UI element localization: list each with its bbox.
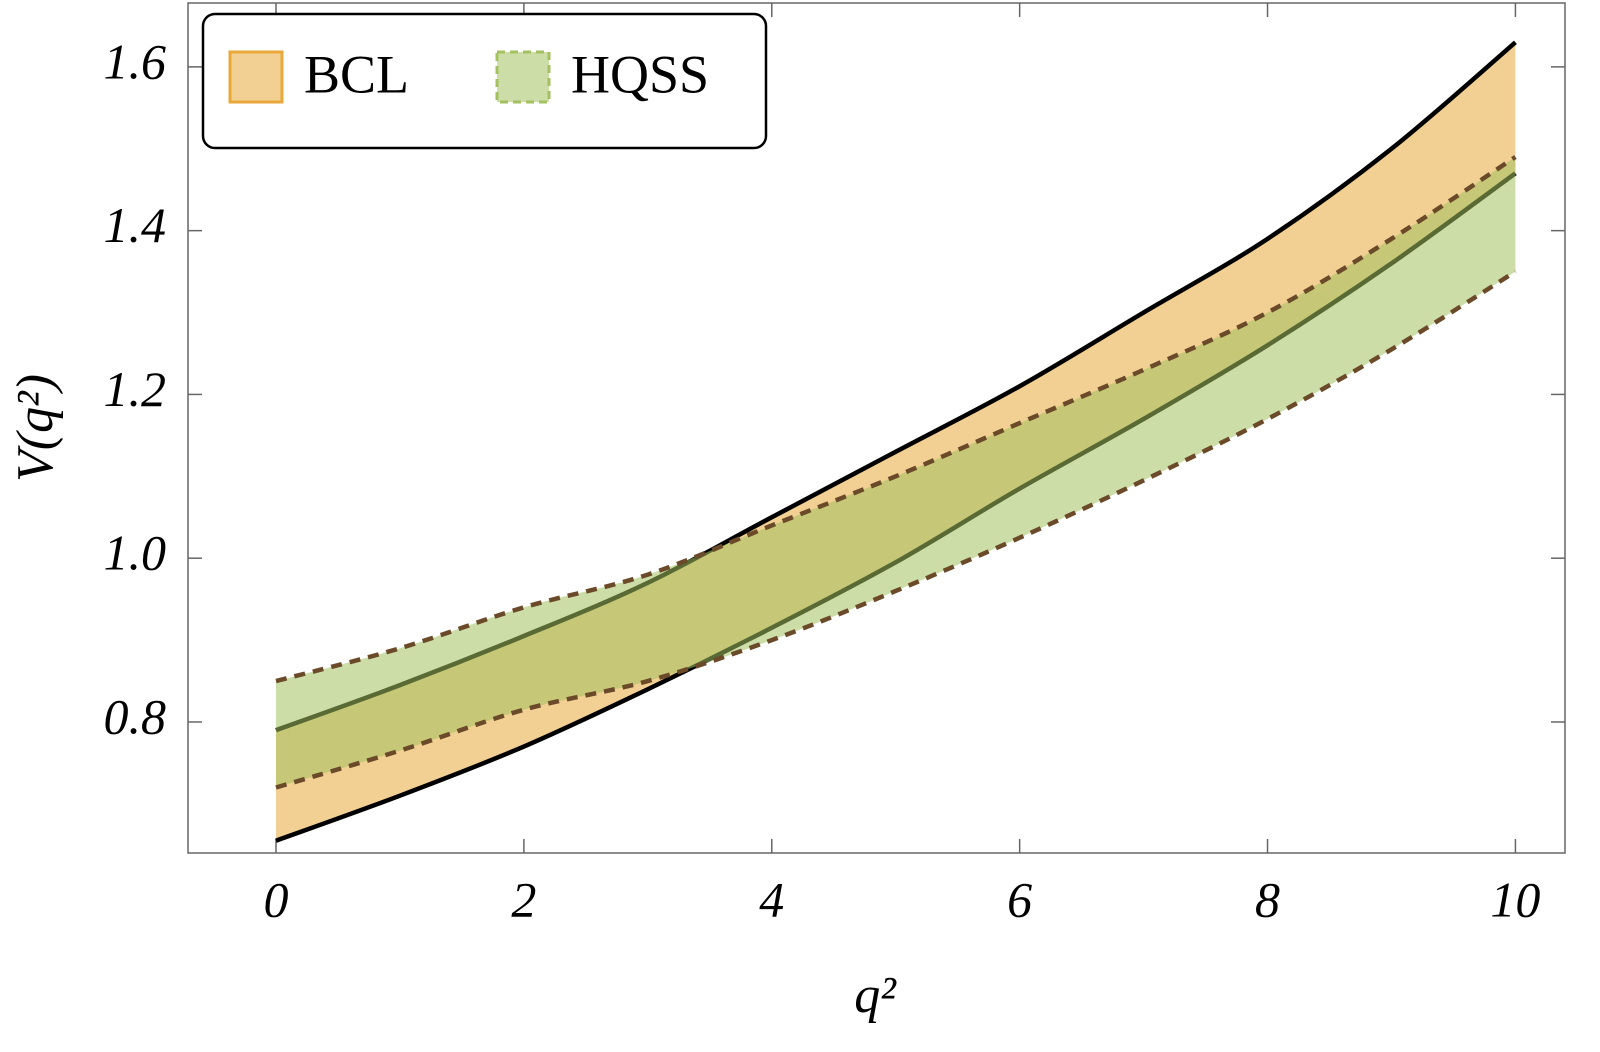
y-tick-label: 0.8 [104,688,167,744]
band-upper-line [275,155,1517,684]
y-tick-label: 1.2 [104,361,167,417]
legend-swatch [495,50,551,104]
y-tick-label: 1.4 [104,197,167,253]
legend-label: BCL [304,44,409,104]
y-tick-label: 1.6 [104,33,167,89]
x-tick-label: 4 [759,871,784,927]
plot-frame [187,2,1566,854]
x-tick-label: 2 [511,871,536,927]
x-axis-title: q² [854,967,897,1024]
x-tick-label: 0 [263,871,288,927]
x-tick-label: 10 [1490,871,1540,927]
legend-box [201,12,768,150]
legend: BCL HQSS [201,12,768,150]
band-area [275,156,1516,788]
x-tick-label: 8 [1255,871,1280,927]
legend-swatch [228,50,284,104]
band-lower-line [275,269,1517,790]
y-axis-title: V(q²) [7,374,64,482]
legend-label: HQSS [571,44,709,104]
y-tick-label: 1.0 [104,525,167,581]
x-tick-label: 6 [1007,871,1032,927]
